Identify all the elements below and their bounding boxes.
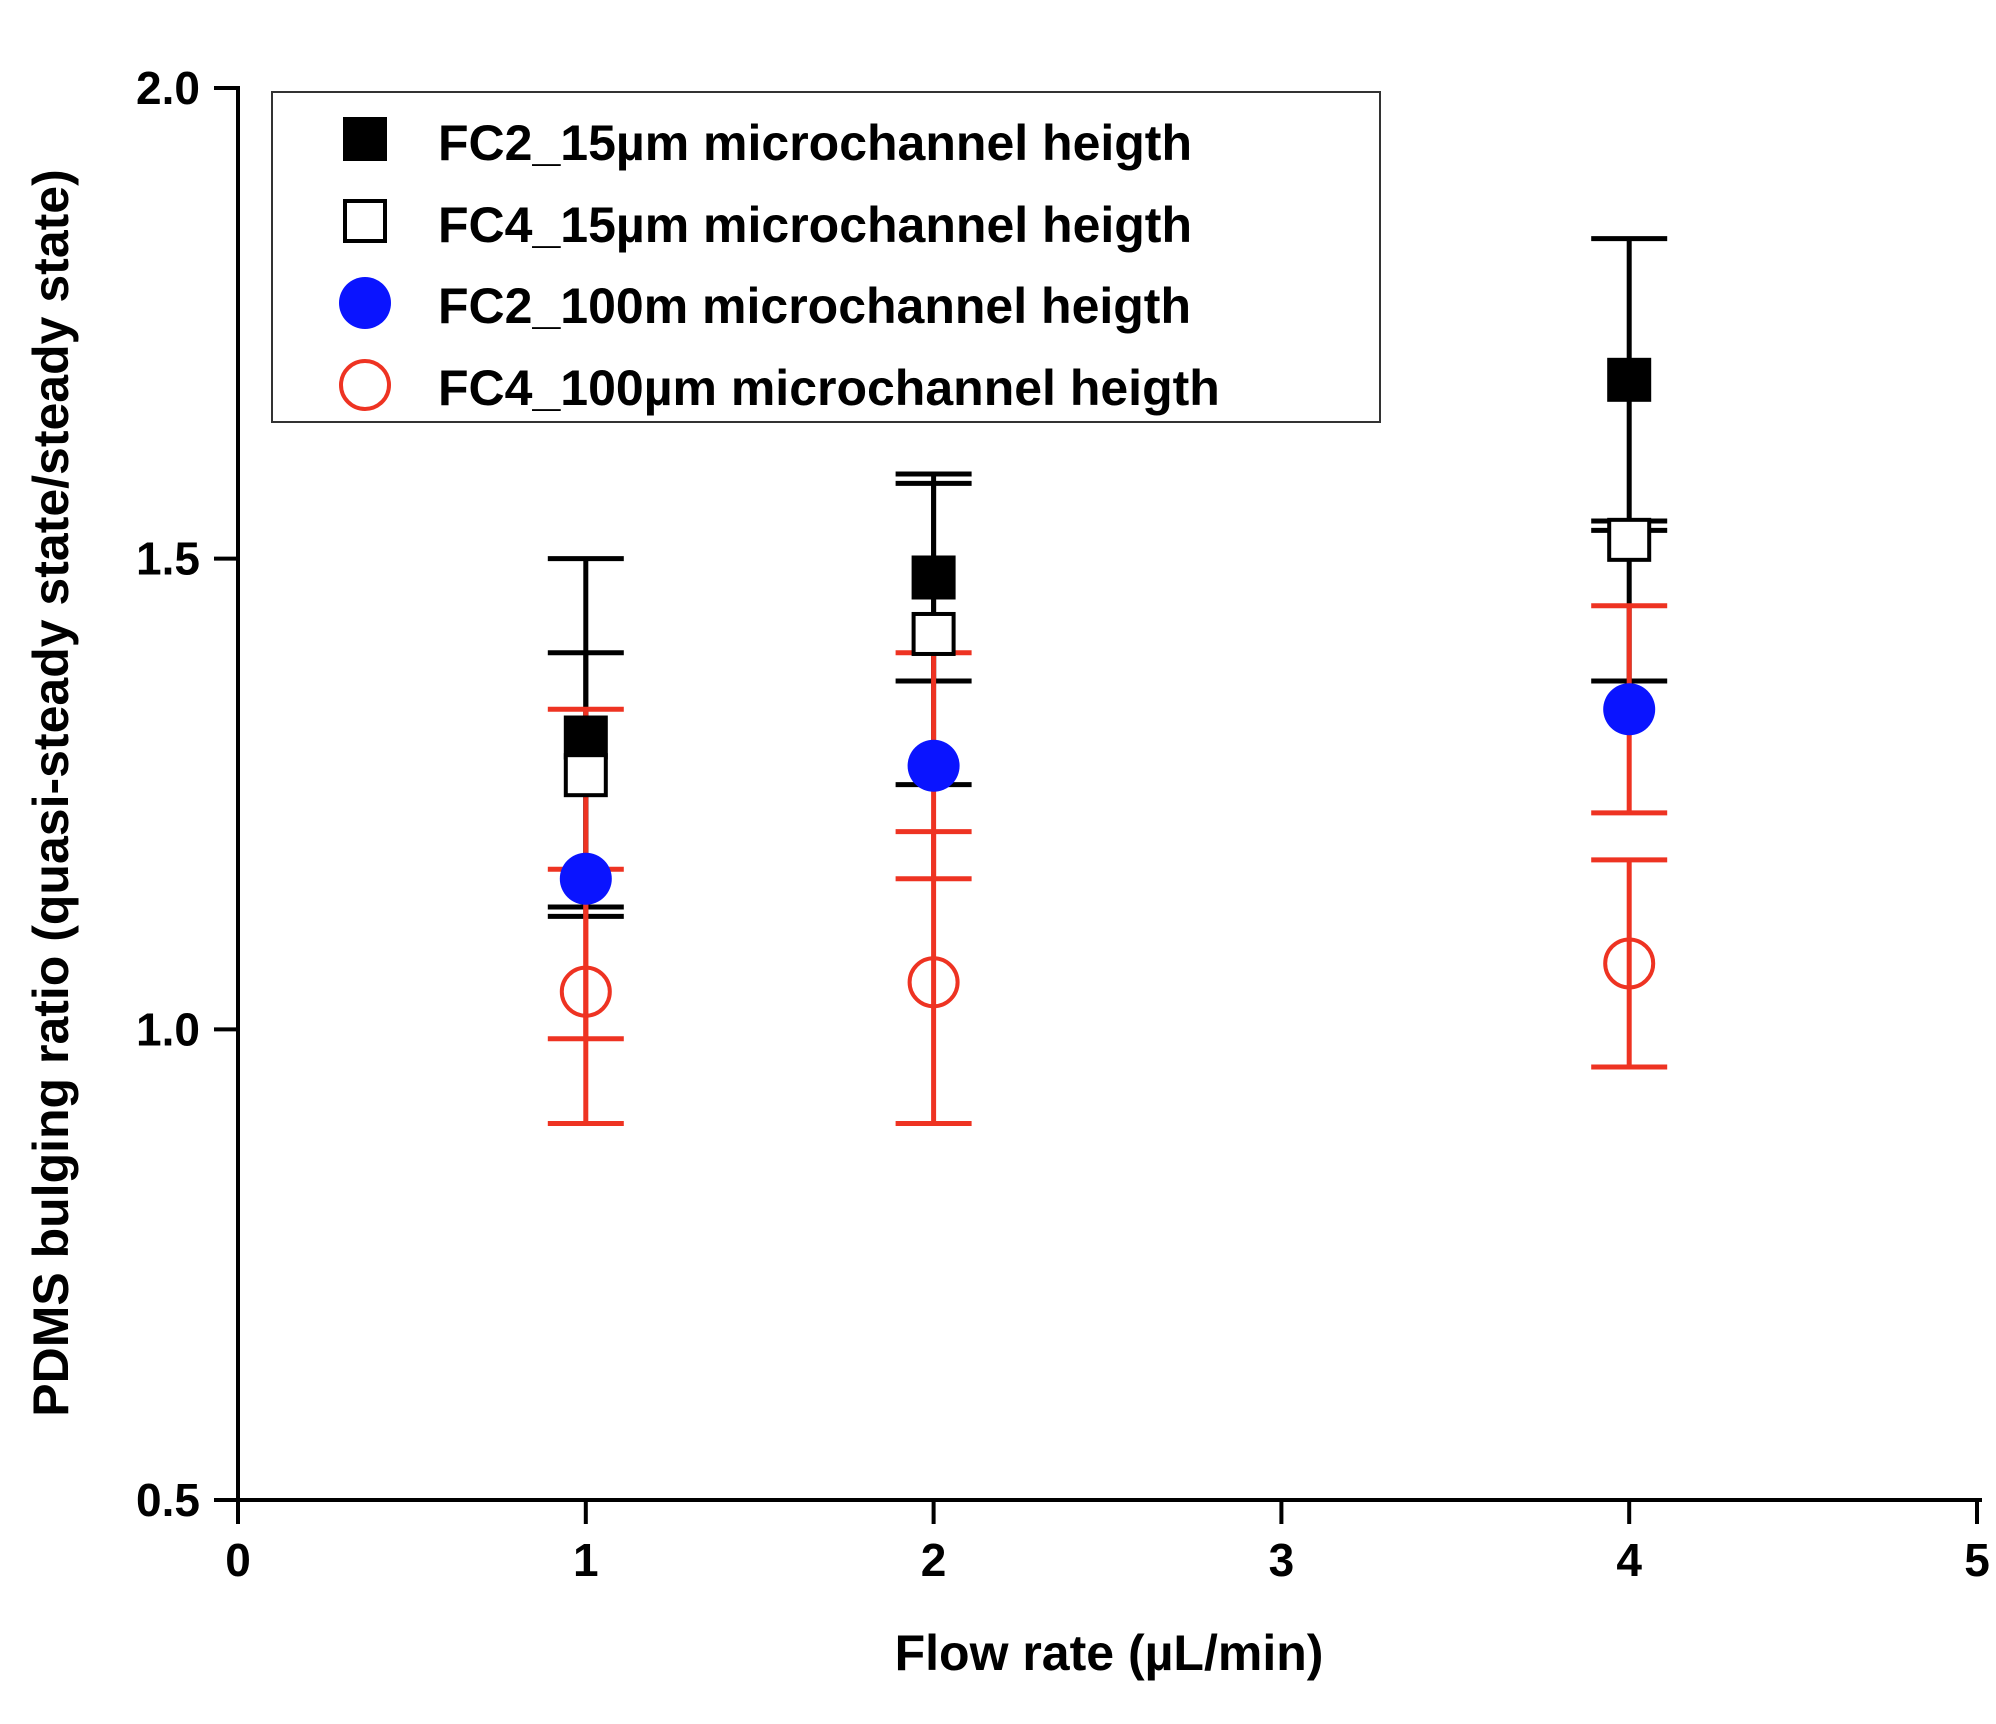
y-tick-label: 1.0 (136, 1003, 200, 1055)
data-point-fc2-100m (1603, 683, 1656, 736)
y-tick-label: 2.0 (136, 62, 200, 114)
data-point-fc2-100m (907, 739, 960, 792)
x-tick-label: 4 (1616, 1534, 1642, 1586)
x-axis-title: Flow rate (µL/min) (895, 1625, 1324, 1681)
data-point-fc2-100m (559, 852, 612, 905)
ticks: 0 1 2 3 4 5 0.5 1.0 1.5 2.0 (136, 62, 1990, 1586)
legend-marker-fc4-15um (343, 199, 387, 243)
x-tick-label: 1 (573, 1534, 599, 1586)
data-point-fc4-100um (559, 965, 612, 1018)
legend-label-fc2-100m: FC2_100m microchannel heigth (438, 278, 1191, 334)
data-point-fc4-15um (1607, 517, 1652, 562)
y-axis-title: PDMS bulging ratio (quasi-steady state/s… (23, 169, 79, 1417)
x-tick-label: 2 (921, 1534, 947, 1586)
y-tick-label: 1.5 (136, 533, 200, 585)
x-tick-label: 0 (225, 1534, 251, 1586)
data-point-fc4-100um (907, 956, 960, 1009)
data-point-fc4-15um (563, 753, 608, 798)
legend-marker-fc2-15um (343, 117, 387, 161)
legend-box (271, 91, 1381, 423)
y-tick-label: 0.5 (136, 1474, 200, 1526)
data-point-fc2-15um (1607, 357, 1652, 402)
data-point-fc4-100um (1603, 937, 1656, 990)
legend: FC2_15µm microchannel heigth FC4_15µm mi… (271, 91, 1381, 423)
data-points (559, 357, 1656, 1018)
x-tick-label: 5 (1964, 1534, 1990, 1586)
legend-label-fc2-15um: FC2_15µm microchannel heigth (438, 115, 1192, 171)
legend-marker-fc2-100m (339, 277, 391, 329)
legend-marker-fc4-100um (339, 359, 391, 411)
legend-label-fc4-15um: FC4_15µm microchannel heigth (438, 197, 1192, 253)
legend-label-fc4-100um: FC4_100µm microchannel heigth (438, 360, 1220, 416)
data-point-fc2-15um (911, 555, 956, 600)
data-point-fc4-15um (911, 611, 956, 656)
axes (236, 86, 1982, 1502)
data-point-fc2-15um (563, 715, 608, 760)
x-tick-label: 3 (1269, 1534, 1295, 1586)
